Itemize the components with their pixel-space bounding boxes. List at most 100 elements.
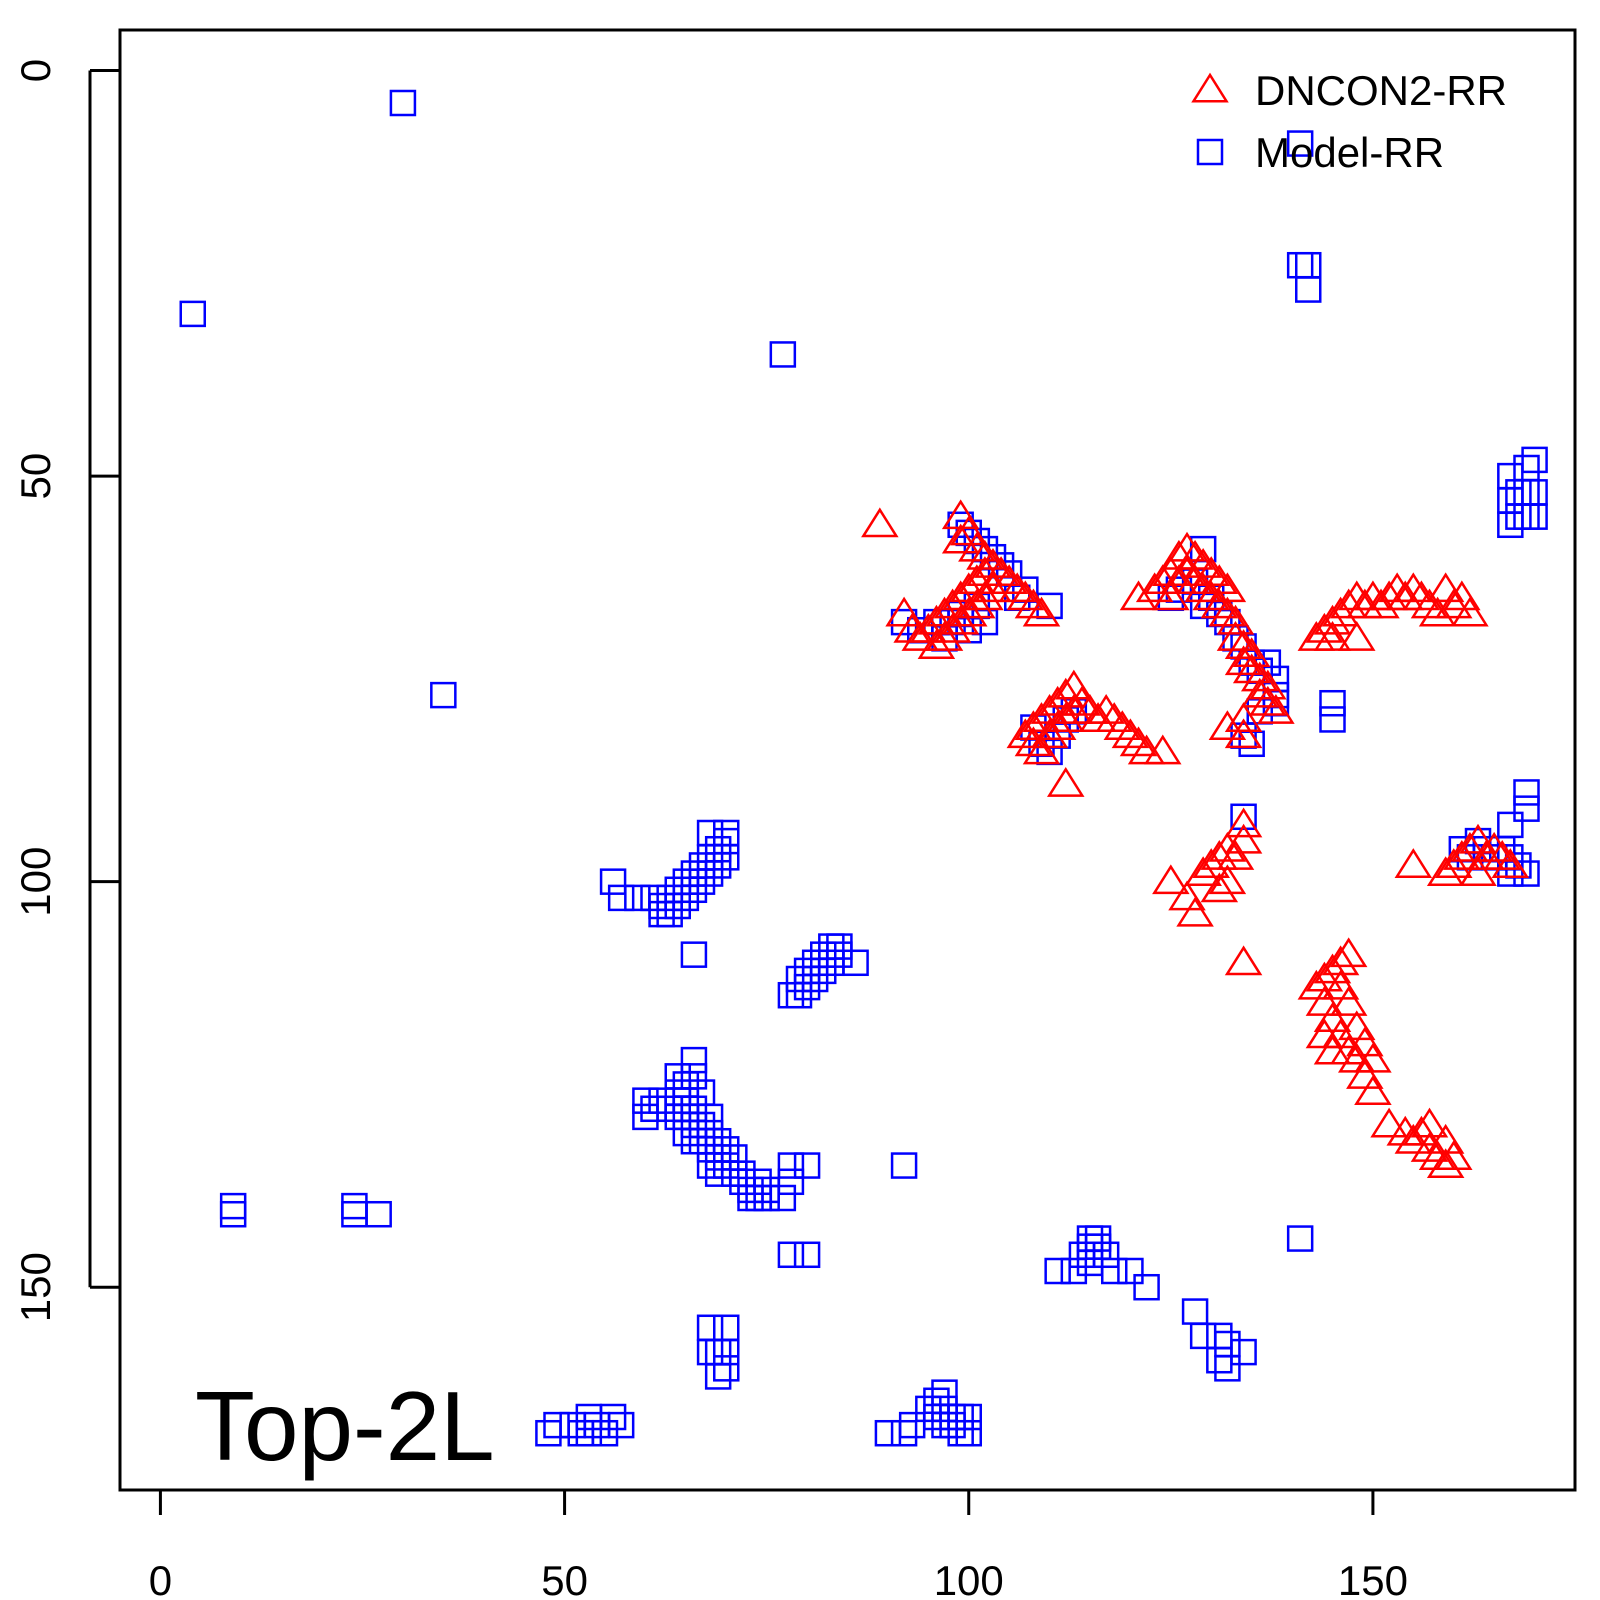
data-point-square <box>1505 479 1532 506</box>
data-point-square <box>648 892 675 920</box>
data-point-square <box>890 1152 918 1179</box>
data-point-triangle <box>1030 718 1069 749</box>
data-point-triangle <box>1208 864 1247 895</box>
data-point-square <box>599 868 627 895</box>
data-point-square <box>389 89 417 117</box>
data-point-square <box>1206 1346 1233 1374</box>
data-point-triangle <box>1434 1140 1473 1170</box>
data-point-triangle <box>917 629 956 659</box>
data-point-square <box>640 884 667 912</box>
data-point-square <box>793 1241 821 1269</box>
plot-frame <box>118 28 1577 1492</box>
data-point-square <box>648 1087 675 1114</box>
data-point-triangle <box>1410 1107 1449 1138</box>
data-point-square <box>591 1419 619 1447</box>
data-point-triangle <box>958 531 996 562</box>
data-point-triangle <box>1224 823 1263 854</box>
data-point-square <box>745 1168 772 1196</box>
legend-label: Model-RR <box>1255 129 1444 176</box>
data-point-square <box>713 1136 740 1163</box>
data-point-triangle <box>1434 848 1473 878</box>
data-point-square <box>890 1419 918 1447</box>
data-point-triangle <box>1176 564 1214 595</box>
data-point-square <box>672 1087 700 1114</box>
data-point-square <box>607 884 635 912</box>
data-point-square <box>1076 1233 1104 1260</box>
data-point-triangle <box>1184 572 1222 603</box>
data-point-triangle <box>1240 661 1279 692</box>
data-point-triangle <box>909 612 948 643</box>
data-point-square <box>939 1411 966 1439</box>
data-point-square <box>704 1338 732 1366</box>
data-point-square <box>179 300 206 328</box>
data-point-triangle <box>1046 766 1085 797</box>
data-point-triangle <box>1143 734 1182 765</box>
y-tick-label: 50 <box>12 453 59 500</box>
data-point-triangle <box>1305 612 1344 643</box>
y-tick-label: 150 <box>12 1252 59 1322</box>
data-point-square <box>793 973 821 1001</box>
data-point-triangle <box>941 523 980 554</box>
data-point-square <box>810 957 837 985</box>
x-tick-label: 100 <box>934 1557 1004 1600</box>
data-point-square <box>721 1160 748 1187</box>
data-point-triangle <box>1354 1075 1392 1106</box>
data-point-triangle <box>1362 588 1400 619</box>
data-point-triangle <box>998 572 1037 603</box>
data-point-square <box>810 941 837 968</box>
data-point-triangle <box>1095 702 1134 732</box>
data-point-square <box>1505 503 1532 530</box>
data-point-square <box>664 1063 691 1090</box>
data-point-triangle <box>1208 596 1247 627</box>
data-point-square <box>1319 689 1346 717</box>
data-point-square <box>583 1411 611 1439</box>
data-point-square <box>826 933 853 960</box>
data-point-triangle <box>1224 807 1263 838</box>
data-point-triangle <box>885 596 923 627</box>
data-point-triangle <box>1014 710 1053 741</box>
data-point-triangle <box>1119 726 1158 757</box>
data-point-square <box>729 1168 756 1196</box>
data-point-square <box>672 1103 700 1131</box>
panel-label: Top-2L <box>195 1371 495 1481</box>
data-point-triangle <box>1337 1010 1376 1041</box>
y-tick-label: 100 <box>12 847 59 917</box>
data-point-square <box>931 1395 958 1423</box>
data-point-square <box>777 1152 805 1179</box>
data-point-square <box>1319 706 1346 733</box>
data-point-square <box>688 852 716 879</box>
data-point-square <box>745 1184 772 1212</box>
data-point-triangle <box>982 556 1020 586</box>
data-point-square <box>1060 1257 1088 1285</box>
data-point-square <box>777 981 805 1009</box>
data-point-triangle <box>1346 1058 1384 1089</box>
data-point-square <box>624 884 651 912</box>
data-point-triangle <box>1443 839 1481 870</box>
data-point-triangle <box>1321 596 1360 627</box>
legend-square-icon <box>1196 138 1224 166</box>
data-point-square <box>1497 511 1524 539</box>
data-point-triangle <box>1426 572 1465 603</box>
data-point-square <box>648 900 675 928</box>
data-point-square <box>1181 1298 1209 1325</box>
data-point-square <box>874 1419 902 1447</box>
data-point-triangle <box>1249 685 1287 716</box>
data-point-triangle <box>1329 937 1368 968</box>
data-point-square <box>535 1419 562 1447</box>
data-point-square <box>1295 251 1322 279</box>
data-point-square <box>1044 1257 1071 1285</box>
data-point-triangle <box>1168 556 1206 586</box>
data-point-triangle <box>1208 710 1247 741</box>
data-point-square <box>955 1403 982 1431</box>
data-point-triangle <box>1321 969 1360 1000</box>
data-point-square <box>1076 1249 1104 1277</box>
data-point-square <box>365 1200 392 1228</box>
data-point-square <box>664 892 691 920</box>
data-point-square <box>1076 1225 1104 1252</box>
data-point-triangle <box>1240 677 1279 708</box>
data-point-triangle <box>1232 637 1271 668</box>
data-point-square <box>696 1152 724 1179</box>
data-point-square <box>664 876 691 904</box>
data-point-triangle <box>1006 580 1045 611</box>
data-point-square <box>341 1192 368 1220</box>
